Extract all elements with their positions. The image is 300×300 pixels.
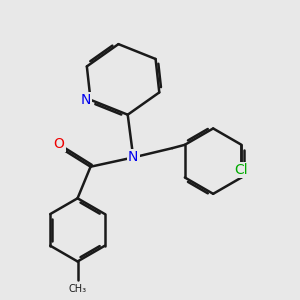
Text: N: N (128, 150, 139, 164)
Text: N: N (81, 93, 91, 107)
Text: CH₃: CH₃ (68, 284, 87, 295)
Text: Cl: Cl (235, 163, 248, 177)
Text: O: O (53, 137, 64, 151)
